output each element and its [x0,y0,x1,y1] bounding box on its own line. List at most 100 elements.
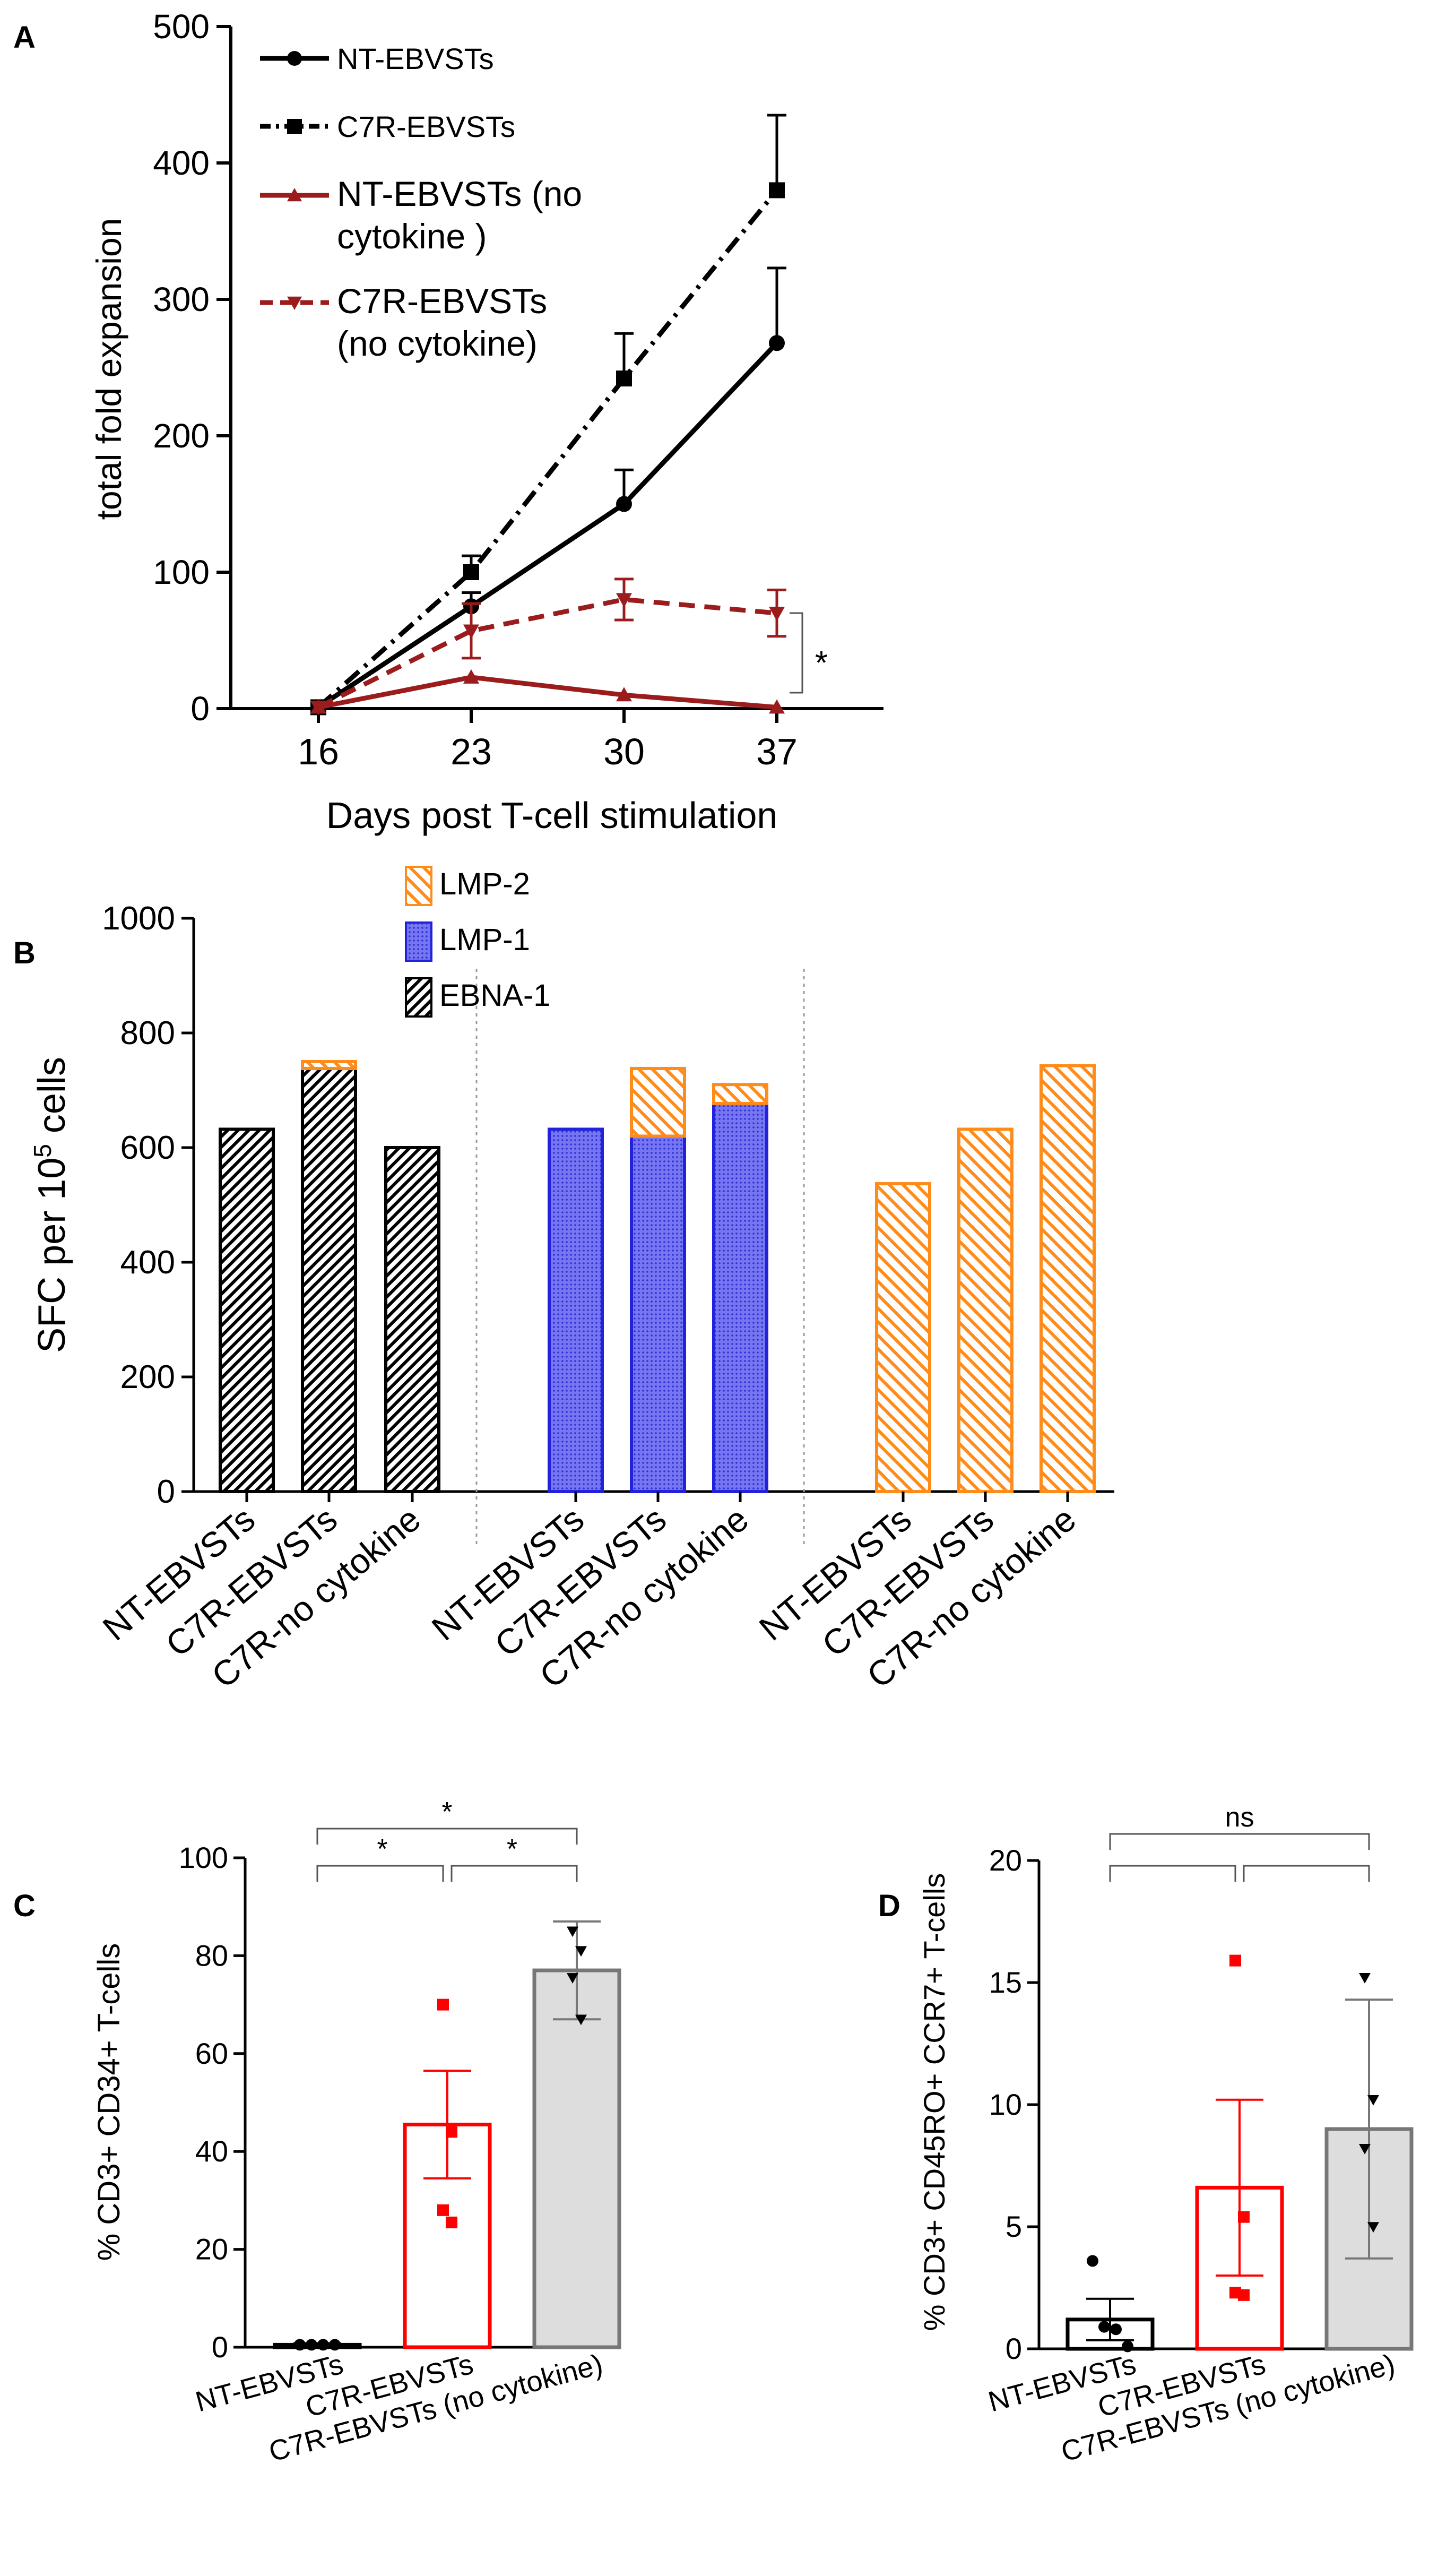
panel-b-legend-label: LMP-1 [439,923,530,957]
panel-c-y-tick-label: 20 [195,2233,228,2266]
panel-a-x-tick-label: 16 [298,731,339,772]
panel-a-legend-label: C7R-EBVSTs [337,110,515,143]
panel-b-bar-segment [630,1066,686,1138]
panel-b-legend-swatch [405,921,432,962]
panel-c-y-tick-label: 0 [212,2330,228,2364]
panel-b-y-label-main: SFC per 10 [31,1158,73,1353]
panel-a-y-tick-label: 100 [153,553,210,591]
panel-b-y-tick-label: 600 [120,1130,175,1166]
panel-d-significance-bracket [1109,1833,1370,1850]
panel-a-significance-bracket [790,612,803,694]
panel-b-y-label-sup: 5 [29,1144,56,1158]
panel-d-data-point [1098,2321,1110,2333]
panel-a-line-chart: 0 100 200 300 400 500 16 23 30 37 total fold exp… [89,7,883,836]
panel-b-y-label-end: cells [31,1057,73,1144]
panel-c-data-point [437,1998,449,2011]
panel-b-legend-item: EBNA-1 [405,977,551,1018]
panel-c-data-point [567,1973,578,1984]
panel-a-data-point [310,701,326,716]
panel-d-data-point [1229,1954,1241,1967]
panel-c-data-point [294,2339,306,2351]
panel-a-legend-item: NT-EBVSTs [260,42,494,75]
panel-label-a: A [13,20,36,55]
panel-a-y-tick-label: 0 [190,690,210,728]
panel-a-data-point [769,182,785,199]
panel-b-y-tick-label: 1000 [102,900,175,937]
panel-a-legend-marker [287,296,302,310]
panel-d-data-point [1087,2255,1098,2267]
panel-a-series-line [317,188,779,709]
panel-a-y-tick-label: 400 [153,144,210,182]
panel-a-x-tick-label: 37 [756,731,798,772]
panel-c-data-point [437,2204,449,2216]
panel-a-data-point [616,496,632,512]
panel-c-significance-bracket [451,1865,578,1882]
panel-c-bar-chart: 020406080100NT-EBVSTsC7R-EBVSTsC7R-EBVST… [92,1797,621,2468]
panel-b-bar-segment [384,1146,440,1493]
panel-b-bar-segment [219,1127,275,1493]
panel-a-series-line [317,597,777,710]
panel-a-y-tick-label: 300 [153,280,210,318]
panel-c-y-tick-label: 40 [195,2134,228,2168]
panel-a-y-tick-label: 200 [153,417,210,455]
panel-d-data-point [1367,2222,1379,2233]
panel-d-significance-bracket [1109,1865,1236,1882]
panel-b-bar-segment [1039,1064,1096,1494]
panel-a-data-point [616,593,632,608]
panel-b-y-axis-label: SFC per 105 cells [29,1057,73,1353]
panel-b-y-tick-label: 0 [157,1474,175,1510]
panel-d-significance-bracket [1243,1865,1370,1882]
panel-a-series-0 [310,266,786,716]
panel-a-data-point [463,624,479,639]
panel-b-bar-segment [630,1134,686,1493]
panel-b-legend-swatch [405,866,432,906]
panel-b-bar-segment [712,1101,768,1494]
panel-b-legend-label: EBNA-1 [439,978,551,1013]
panel-a-legend-item: C7R-EBVSTs(no cytokine) [260,281,547,363]
panel-b-legend-label: LMP-2 [439,867,530,901]
panel-a-data-point [616,687,632,702]
panel-c-significance-label: * [441,1797,452,1828]
panel-a-x-tick-label: 23 [451,731,492,772]
panel-b-y-tick-label: 200 [120,1359,175,1395]
panel-c-data-point [567,1926,578,1937]
panel-a-y-tick-label: 500 [153,7,210,46]
panel-a-legend-label: (no cytokine) [337,324,538,363]
panel-a-x-axis-label: Days post T-cell stimulation [326,795,778,836]
panel-a-legend-marker [287,51,302,66]
panel-b-legend-item: LMP-2 [405,866,530,906]
panel-d-data-point [1359,1973,1371,1984]
panel-a-data-point [463,564,479,580]
panel-d-significance-label: ns [1225,1802,1254,1833]
panel-a-series-2 [310,669,785,714]
panel-a-data-point [769,607,785,622]
panel-a-legend-label: NT-EBVSTs [337,42,494,75]
panel-d-y-tick-label: 15 [989,1966,1022,1999]
panel-a-legend-label: C7R-EBVSTs [337,281,547,321]
panel-b-bar-segment [712,1083,768,1105]
panel-b-legend-swatch [405,977,432,1018]
panel-d-y-tick-label: 0 [1006,2332,1022,2365]
panel-a-legend-item: C7R-EBVSTs [260,110,515,143]
panel-c-significance-label: * [507,1834,517,1865]
panel-label-c: C [13,1889,36,1923]
panel-c-y-tick-label: 100 [179,1841,228,1874]
panel-b-y-tick-label: 400 [120,1244,175,1281]
panel-c-data-point [306,2339,317,2351]
panel-b-y-tick-label: 800 [120,1015,175,1052]
panel-c-data-point [575,1946,587,1957]
panel-b-bar-segment [957,1127,1013,1493]
panel-a-data-point [769,699,785,714]
panel-c-y-tick-label: 60 [195,2037,228,2070]
panel-c-significance-label: * [377,1834,387,1865]
panel-b-bar-segment [301,1066,357,1493]
panel-d-data-point [1122,2340,1133,2353]
panel-b-bar-segment [875,1182,931,1494]
panel-a-series-line [318,675,777,710]
panel-c-significance-bracket [316,1865,444,1882]
panel-d-data-point [1367,2095,1379,2106]
panel-a-legend-marker [287,119,302,134]
